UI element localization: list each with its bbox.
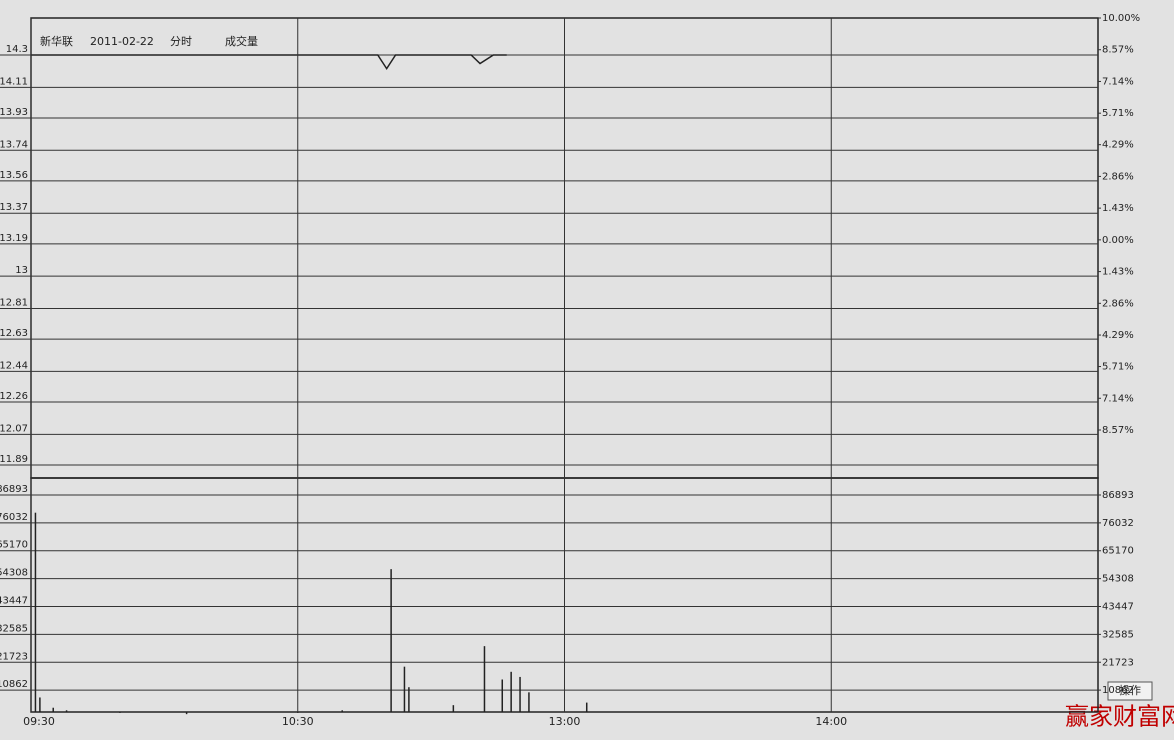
x-tick-label: 13:00 (549, 715, 581, 728)
volume-bar (39, 697, 41, 712)
y-tick-label: 43447 (0, 595, 28, 606)
y-tick-label: 12.26 (0, 391, 28, 402)
y-tick-label: 13 (15, 265, 28, 276)
y-tick-label: 10862 (0, 679, 28, 690)
volume-bar (52, 707, 54, 712)
y2-tick-label: 65170 (1102, 546, 1134, 557)
y-tick-label: 13.56 (0, 170, 28, 181)
date: 2011-02-22 (90, 35, 154, 48)
stock-name: 新华联 (40, 34, 73, 48)
y2-tick-label: 2.86% (1102, 171, 1134, 182)
price-line (31, 54, 507, 70)
volume-bar (528, 692, 530, 712)
y-tick-label: 14.11 (0, 76, 28, 87)
y2-tick-label: 54308 (1102, 574, 1134, 585)
volume-bar (341, 710, 343, 712)
mode: 分时 (170, 35, 192, 48)
x-tick-label: 10:30 (282, 715, 314, 728)
y-tick-label: 14.3 (6, 44, 28, 55)
y-tick-label: 86893 (0, 484, 28, 495)
volume-bar (185, 712, 188, 715)
volume-bar (34, 512, 37, 712)
volume-bar (452, 705, 455, 712)
y2-tick-label: 4.29% (1102, 140, 1134, 151)
action-button[interactable] (1107, 681, 1153, 701)
y-tick-label: 13.93 (0, 107, 28, 118)
y2-tick-label: 1.43% (1102, 203, 1134, 214)
volume-bar (65, 710, 68, 712)
volume-bar (501, 679, 504, 712)
y-tick-label: 12.81 (0, 297, 28, 308)
y2-tick-label: 10862 (1102, 685, 1134, 696)
y-tick-label: 11.89 (0, 454, 28, 465)
y2-tick-label: 0.00% (1102, 235, 1134, 246)
y-tick-label: 21723 (0, 651, 28, 662)
y2-tick-label: 32585 (1102, 629, 1134, 640)
x-tick-label: 14:00 (815, 715, 847, 728)
y2-tick-label: 8.57% (1102, 45, 1134, 56)
volume-bar (510, 671, 512, 712)
y-tick-label: 32585 (0, 623, 28, 634)
y2-tick-label: 76032 (1102, 518, 1134, 529)
y2-tick-label: 1.43% (1102, 267, 1134, 278)
y-tick-label: 76032 (0, 512, 28, 523)
y-tick-label: 12.63 (0, 328, 28, 339)
y2-tick-label: 2.86% (1102, 298, 1134, 309)
y2-tick-label: 7.14% (1102, 393, 1134, 404)
y2-tick-label: 8.57% (1102, 425, 1134, 436)
y2-tick-label: 5.71% (1102, 108, 1134, 119)
y-tick-label: 13.37 (0, 202, 28, 213)
y2-tick-label: 4.29% (1102, 330, 1134, 341)
volume-bar (403, 666, 406, 712)
y-tick-label: 54308 (0, 568, 28, 579)
volume-bar (119, 712, 121, 713)
y-tick-label: 13.74 (0, 139, 28, 150)
watermark: 赢家财富网 (1065, 703, 1174, 731)
action-button-label[interactable]: 操作 (1119, 683, 1141, 697)
volume-bar (297, 712, 299, 713)
volume-label: 成交量 (225, 34, 258, 48)
y2-tick-label: 5.71% (1102, 362, 1134, 373)
y2-tick-label: 86893 (1102, 490, 1134, 501)
y-tick-label: 65170 (0, 540, 28, 551)
volume-bar (390, 569, 392, 712)
y2-tick-label: 7.14% (1102, 76, 1134, 87)
y2-tick-label: 10.00% (1102, 13, 1140, 24)
y-tick-label: 12.07 (0, 423, 28, 434)
x-tick-label: 09:30 (23, 715, 55, 728)
volume-bar (408, 687, 410, 712)
y2-tick-label: 21723 (1102, 657, 1134, 668)
volume-bar (585, 702, 588, 712)
y-tick-label: 13.19 (0, 233, 28, 244)
y2-tick-label: 43447 (1102, 601, 1134, 612)
volume-bar (483, 646, 486, 712)
y-tick-label: 12.44 (0, 360, 28, 371)
volume-bar (519, 676, 521, 712)
